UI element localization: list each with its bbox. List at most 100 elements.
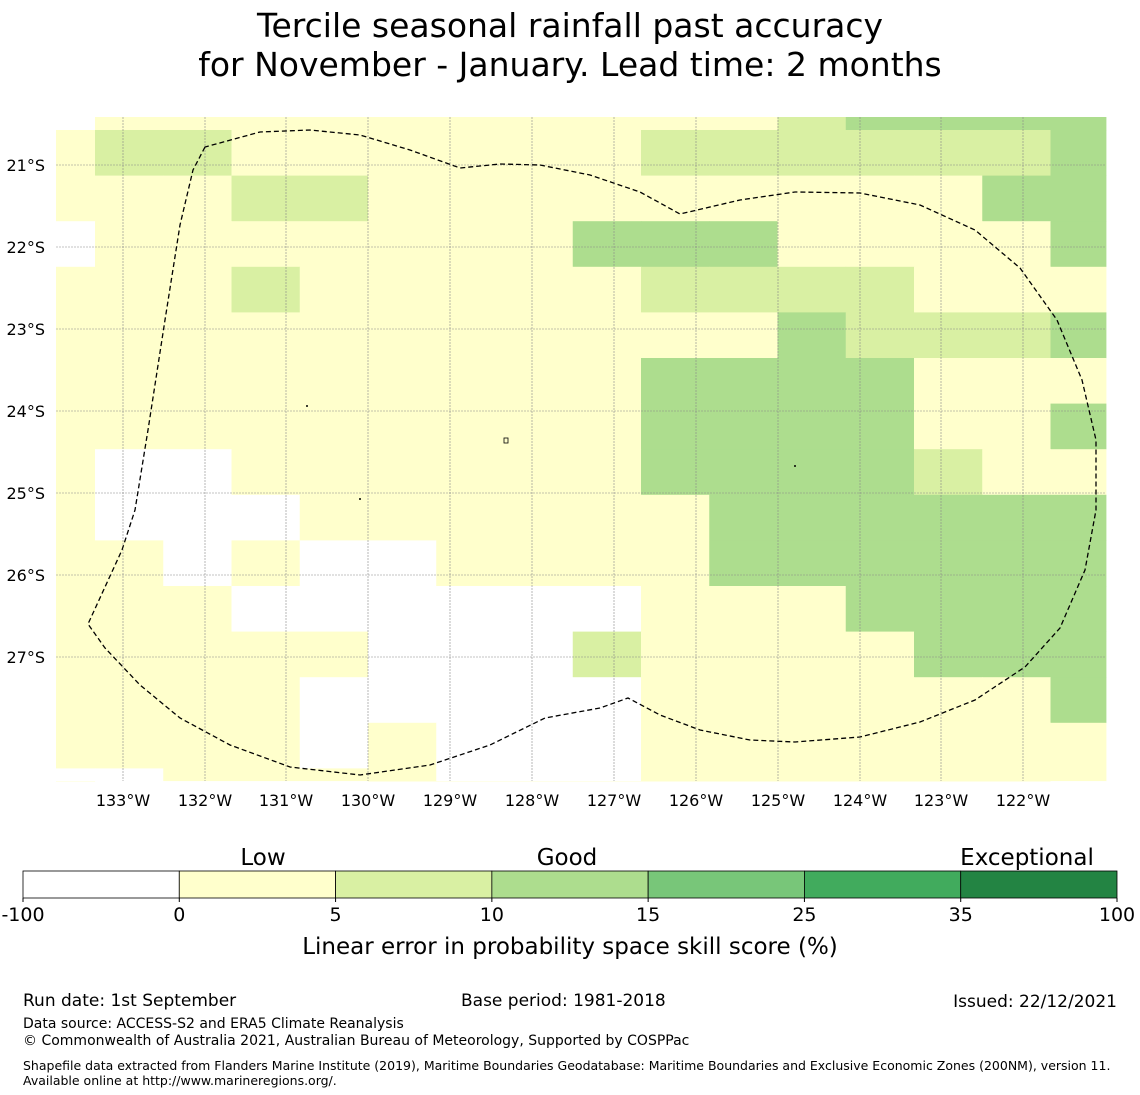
skill-cell — [231, 358, 301, 404]
longitude-label: 133°W — [96, 791, 151, 810]
skill-cell — [777, 312, 847, 359]
eez-boundary — [87, 129, 1097, 776]
skill-cell — [845, 768, 915, 782]
skill-cell — [982, 677, 1051, 724]
skill-cell — [299, 175, 369, 222]
skill-cell — [982, 722, 1051, 769]
skill-cell — [163, 768, 232, 782]
category-good: Good — [537, 845, 598, 871]
colorbar-bin — [647, 870, 805, 899]
skill-cell — [436, 768, 505, 782]
skill-cell — [572, 449, 642, 496]
skill-cell — [368, 221, 437, 268]
skill-cell — [504, 266, 574, 313]
longitude-label: 127°W — [587, 791, 642, 810]
skill-cell — [914, 677, 983, 724]
skill-cell — [845, 722, 915, 769]
skill-cell — [982, 130, 1051, 176]
skill-cell — [914, 358, 983, 404]
skill-cell — [641, 358, 710, 404]
longitude-label: 130°W — [341, 791, 396, 810]
skill-cell — [1050, 631, 1107, 678]
skill-cell — [368, 722, 437, 769]
skill-cell — [163, 494, 232, 541]
skill-cell — [163, 631, 232, 678]
map-title-line-2: for November - January. Lead time: 2 mon… — [198, 45, 942, 84]
skill-cell — [914, 631, 983, 678]
skill-cell — [231, 403, 301, 450]
skill-cell — [95, 358, 164, 404]
skill-cell — [163, 722, 232, 769]
skill-cell — [163, 677, 232, 724]
island-marker — [794, 465, 796, 467]
skill-cell — [368, 586, 437, 632]
skill-cell — [709, 358, 778, 404]
skill-cell — [504, 768, 574, 782]
skill-cell — [231, 117, 301, 131]
copyright: © Commonwealth of Australia 2021, Austra… — [23, 1033, 690, 1049]
skill-cell — [368, 266, 437, 313]
skill-cell — [504, 540, 574, 587]
skill-cell — [231, 221, 301, 268]
skill-cell — [504, 175, 574, 222]
longitude-label: 124°W — [833, 791, 888, 810]
skill-cell — [845, 631, 915, 678]
skill-cell — [95, 494, 164, 541]
skill-cell — [56, 631, 96, 678]
skill-cell — [641, 117, 710, 131]
skill-cell — [163, 130, 232, 176]
skill-cell — [504, 494, 574, 541]
skill-cell — [436, 677, 505, 724]
skill-cell — [231, 494, 301, 541]
skill-cell — [709, 449, 778, 496]
skill-cell — [914, 494, 983, 541]
skill-cell — [641, 768, 710, 782]
skill-cell — [572, 130, 642, 176]
skill-cell — [368, 768, 437, 782]
skill-cell — [299, 403, 369, 450]
skill-cell — [436, 266, 505, 313]
skill-cell — [914, 266, 983, 313]
skill-cell — [95, 312, 164, 359]
skill-cell — [231, 586, 301, 632]
skill-cell — [56, 358, 96, 404]
skill-cell — [163, 117, 232, 131]
skill-cell — [95, 403, 164, 450]
skill-cell — [368, 312, 437, 359]
skill-cell — [914, 403, 983, 450]
skill-cell — [572, 586, 642, 632]
skill-cell — [504, 722, 574, 769]
skill-cell — [1050, 722, 1107, 769]
skill-score-grid — [56, 117, 1107, 782]
skill-cell — [982, 768, 1051, 782]
skill-cell — [299, 722, 369, 769]
skill-cell — [299, 449, 369, 496]
skill-cell — [709, 312, 778, 359]
skill-cell — [1050, 540, 1107, 587]
island-marker — [503, 437, 509, 444]
skill-cell — [845, 494, 915, 541]
skill-cell — [95, 631, 164, 678]
skill-cell — [572, 768, 642, 782]
skill-cell — [1050, 221, 1107, 268]
skill-cell — [845, 130, 915, 176]
longitude-label: 126°W — [669, 791, 724, 810]
colorbar-bin — [22, 870, 180, 899]
skill-cell — [914, 175, 983, 222]
colorbar — [22, 870, 1118, 899]
skill-cell — [845, 117, 915, 131]
skill-cell — [231, 175, 301, 222]
skill-cell — [777, 117, 847, 131]
skill-cell — [709, 768, 778, 782]
skill-cell — [641, 586, 710, 632]
skill-cell — [95, 540, 164, 587]
skill-cell — [368, 358, 437, 404]
skill-cell — [56, 449, 96, 496]
skill-cell — [56, 494, 96, 541]
skill-cell — [163, 266, 232, 313]
skill-cell — [436, 631, 505, 678]
skill-cell — [299, 312, 369, 359]
skill-cell — [982, 631, 1051, 678]
skill-cell — [1050, 677, 1107, 724]
skill-cell — [231, 631, 301, 678]
